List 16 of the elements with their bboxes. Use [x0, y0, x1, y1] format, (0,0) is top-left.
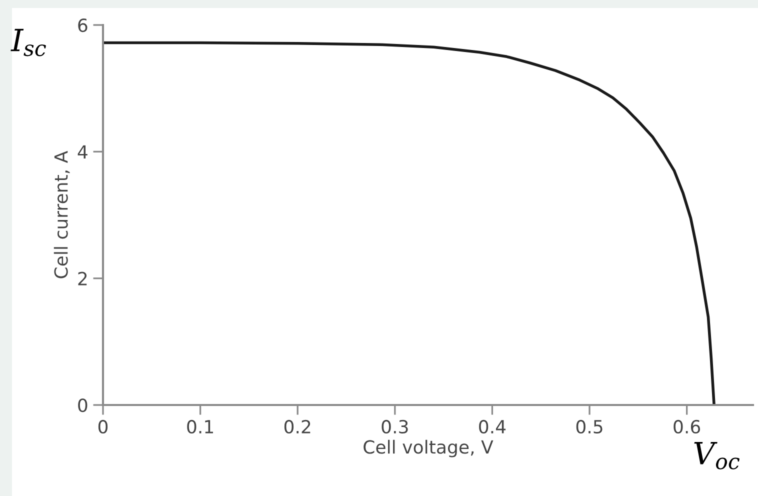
- x-tick-label: 0.1: [187, 420, 213, 434]
- x-tick-label: 0.6: [674, 420, 700, 434]
- x-tick-label: 0.2: [284, 420, 310, 434]
- annotation: V$_{oc}$: [694, 442, 740, 470]
- y-axis-title: Cell current, A: [54, 150, 70, 278]
- x-tick-label: 0.5: [576, 420, 602, 434]
- y-tick-label: 4: [78, 145, 88, 159]
- x-axis-title: Cell voltage, V: [364, 440, 494, 458]
- x-tick-label: 0: [98, 420, 108, 434]
- y-tick-label: 6: [78, 18, 88, 32]
- annotation: I$_{sc}$: [10, 28, 46, 56]
- line-series: [103, 41, 716, 405]
- x-tick-label: 0.3: [382, 420, 408, 434]
- x-tick-label: 0.4: [479, 420, 506, 434]
- y-tick-label: 2: [78, 272, 87, 286]
- y-tick-label: 0: [78, 398, 88, 412]
